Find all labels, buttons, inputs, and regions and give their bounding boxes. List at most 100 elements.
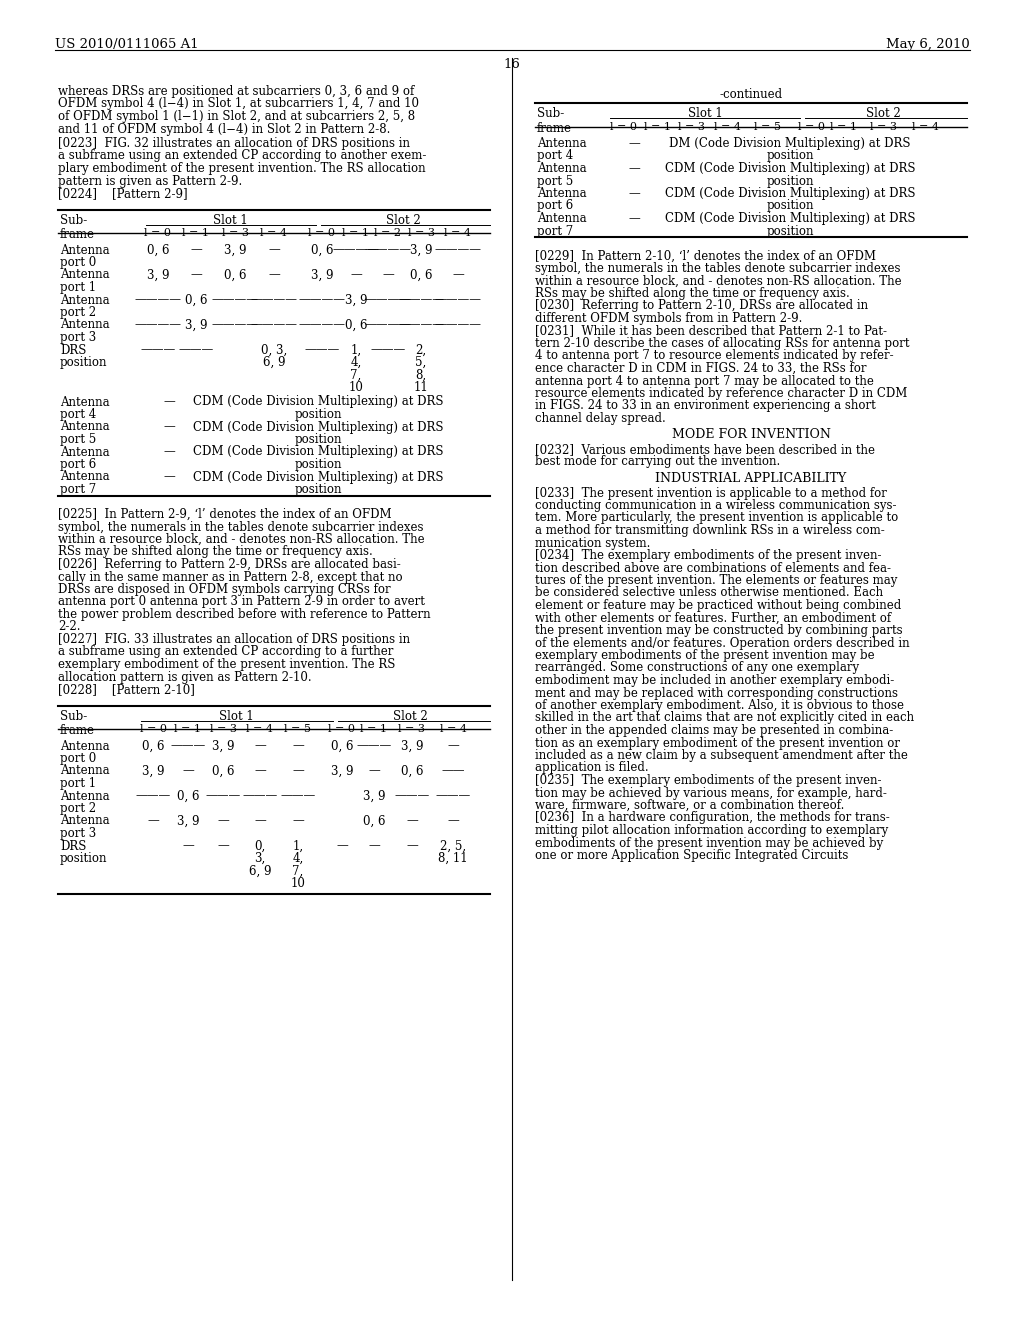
Text: l = 5: l = 5 xyxy=(754,121,780,132)
Text: Antenna: Antenna xyxy=(60,318,110,331)
Text: CDM (Code Division Multiplexing) at DRS: CDM (Code Division Multiplexing) at DRS xyxy=(193,421,443,433)
Text: —: — xyxy=(147,814,159,828)
Text: of OFDM symbol 1 (l−1) in Slot 2, and at subcarriers 2, 5, 8: of OFDM symbol 1 (l−1) in Slot 2, and at… xyxy=(58,110,415,123)
Text: 6, 9: 6, 9 xyxy=(249,865,271,878)
Text: l = 1: l = 1 xyxy=(829,121,856,132)
Text: port 0: port 0 xyxy=(60,752,96,766)
Text: symbol, the numerals in the tables denote subcarrier indexes: symbol, the numerals in the tables denot… xyxy=(535,261,900,275)
Text: position: position xyxy=(766,149,814,162)
Text: port 6: port 6 xyxy=(537,199,573,213)
Text: Sub-: Sub- xyxy=(60,710,87,722)
Text: position: position xyxy=(60,851,108,865)
Text: 1,: 1, xyxy=(293,840,303,853)
Text: —: — xyxy=(254,814,266,828)
Text: [0227]  FIG. 33 illustrates an allocation of DRS positions in: [0227] FIG. 33 illustrates an allocation… xyxy=(58,634,411,645)
Text: ———: ——— xyxy=(206,789,241,803)
Text: 3, 9: 3, 9 xyxy=(184,318,207,331)
Text: port 5: port 5 xyxy=(537,174,573,187)
Text: ———: ——— xyxy=(394,789,430,803)
Text: ———: ——— xyxy=(371,343,406,356)
Text: one or more Application Specific Integrated Circuits: one or more Application Specific Integra… xyxy=(535,849,848,862)
Text: Antenna: Antenna xyxy=(60,446,110,458)
Text: ————: ———— xyxy=(434,318,481,331)
Text: [0225]  In Pattern 2-9, ‘l’ denotes the index of an OFDM: [0225] In Pattern 2-9, ‘l’ denotes the i… xyxy=(58,508,391,521)
Text: port 2: port 2 xyxy=(60,306,96,319)
Text: included as a new claim by a subsequent amendment after the: included as a new claim by a subsequent … xyxy=(535,748,908,762)
Text: tern 2-10 describe the cases of allocating RSs for antenna port: tern 2-10 describe the cases of allocati… xyxy=(535,337,909,350)
Text: resource elements indicated by reference character D in CDM: resource elements indicated by reference… xyxy=(535,387,907,400)
Text: ————: ———— xyxy=(365,293,412,306)
Text: ————: ———— xyxy=(299,318,345,331)
Text: with other elements or features. Further, an embodiment of: with other elements or features. Further… xyxy=(535,611,891,624)
Text: —: — xyxy=(382,268,394,281)
Text: Slot 2: Slot 2 xyxy=(865,107,900,120)
Text: l = 1: l = 1 xyxy=(174,723,202,734)
Text: port 2: port 2 xyxy=(60,803,96,814)
Text: ————: ———— xyxy=(134,318,181,331)
Text: l = 4: l = 4 xyxy=(715,121,741,132)
Text: ————: ———— xyxy=(365,318,412,331)
Text: port 1: port 1 xyxy=(60,281,96,294)
Text: DM (Code Division Multiplexing) at DRS: DM (Code Division Multiplexing) at DRS xyxy=(670,137,910,150)
Text: Antenna: Antenna xyxy=(60,293,110,306)
Text: —: — xyxy=(190,243,202,256)
Text: ————: ———— xyxy=(251,318,298,331)
Text: l = 0: l = 0 xyxy=(798,121,824,132)
Text: 3, 9: 3, 9 xyxy=(310,268,333,281)
Text: Antenna: Antenna xyxy=(537,213,587,224)
Text: [0235]  The exemplary embodiments of the present inven-: [0235] The exemplary embodiments of the … xyxy=(535,774,882,787)
Text: Antenna: Antenna xyxy=(60,470,110,483)
Text: and 11 of OFDM symbol 4 (l−4) in Slot 2 in Pattern 2-8.: and 11 of OFDM symbol 4 (l−4) in Slot 2 … xyxy=(58,123,390,136)
Text: 3, 9: 3, 9 xyxy=(331,764,353,777)
Text: port 3: port 3 xyxy=(60,331,96,345)
Text: port 4: port 4 xyxy=(537,149,573,162)
Text: [0226]  Referring to Pattern 2-9, DRSs are allocated basi-: [0226] Referring to Pattern 2-9, DRSs ar… xyxy=(58,558,400,572)
Text: frame: frame xyxy=(60,228,95,242)
Text: Antenna: Antenna xyxy=(537,187,587,201)
Text: tion may be achieved by various means, for example, hard-: tion may be achieved by various means, f… xyxy=(535,787,887,800)
Text: Slot 1: Slot 1 xyxy=(688,107,722,120)
Text: frame: frame xyxy=(537,121,572,135)
Text: —: — xyxy=(292,814,304,828)
Text: antenna port 0 antenna port 3 in Pattern 2-9 in order to avert: antenna port 0 antenna port 3 in Pattern… xyxy=(58,595,425,609)
Text: [0231]  While it has been described that Pattern 2-1 to Pat-: [0231] While it has been described that … xyxy=(535,325,887,338)
Text: 0, 6: 0, 6 xyxy=(310,243,333,256)
Text: 1,: 1, xyxy=(350,343,361,356)
Text: tion described above are combinations of elements and fea-: tion described above are combinations of… xyxy=(535,561,891,574)
Text: CDM (Code Division Multiplexing) at DRS: CDM (Code Division Multiplexing) at DRS xyxy=(193,470,443,483)
Text: —: — xyxy=(350,268,361,281)
Text: Slot 2: Slot 2 xyxy=(386,214,421,227)
Text: 16: 16 xyxy=(504,58,520,71)
Text: CDM (Code Division Multiplexing) at DRS: CDM (Code Division Multiplexing) at DRS xyxy=(193,396,443,408)
Text: antenna port 4 to antenna port 7 may be allocated to the: antenna port 4 to antenna port 7 may be … xyxy=(535,375,873,388)
Text: Antenna: Antenna xyxy=(60,814,110,828)
Text: 4 to antenna port 7 to resource elements indicated by refer-: 4 to antenna port 7 to resource elements… xyxy=(535,350,894,363)
Text: plary embodiment of the present invention. The RS allocation: plary embodiment of the present inventio… xyxy=(58,162,426,176)
Text: l = 1: l = 1 xyxy=(342,228,370,238)
Text: 6, 9: 6, 9 xyxy=(263,356,286,370)
Text: —: — xyxy=(628,213,640,224)
Text: —: — xyxy=(182,840,194,853)
Text: —: — xyxy=(190,268,202,281)
Text: ware, firmware, software, or a combination thereof.: ware, firmware, software, or a combinati… xyxy=(535,799,845,812)
Text: [0234]  The exemplary embodiments of the present inven-: [0234] The exemplary embodiments of the … xyxy=(535,549,882,562)
Text: tem. More particularly, the present invention is applicable to: tem. More particularly, the present inve… xyxy=(535,511,898,524)
Text: embodiment may be included in another exemplary embodi-: embodiment may be included in another ex… xyxy=(535,675,894,686)
Text: 2, 5,: 2, 5, xyxy=(440,840,466,853)
Text: the present invention may be constructed by combining parts: the present invention may be constructed… xyxy=(535,624,902,638)
Text: —: — xyxy=(254,764,266,777)
Text: of the elements and/or features. Operation orders described in: of the elements and/or features. Operati… xyxy=(535,636,909,649)
Text: 10: 10 xyxy=(348,381,364,393)
Text: [0233]  The present invention is applicable to a method for: [0233] The present invention is applicab… xyxy=(535,487,887,499)
Text: 0, 6: 0, 6 xyxy=(362,814,385,828)
Text: 4,: 4, xyxy=(293,851,304,865)
Text: port 0: port 0 xyxy=(60,256,96,269)
Text: 0,: 0, xyxy=(254,840,265,853)
Text: 5,: 5, xyxy=(416,356,427,370)
Text: ————: ———— xyxy=(434,243,481,256)
Text: —: — xyxy=(447,814,459,828)
Text: port 3: port 3 xyxy=(60,828,96,840)
Text: l = 0: l = 0 xyxy=(139,723,167,734)
Text: within a resource block, and - denotes non-RS allocation. The: within a resource block, and - denotes n… xyxy=(58,533,425,546)
Text: ————: ———— xyxy=(397,293,444,306)
